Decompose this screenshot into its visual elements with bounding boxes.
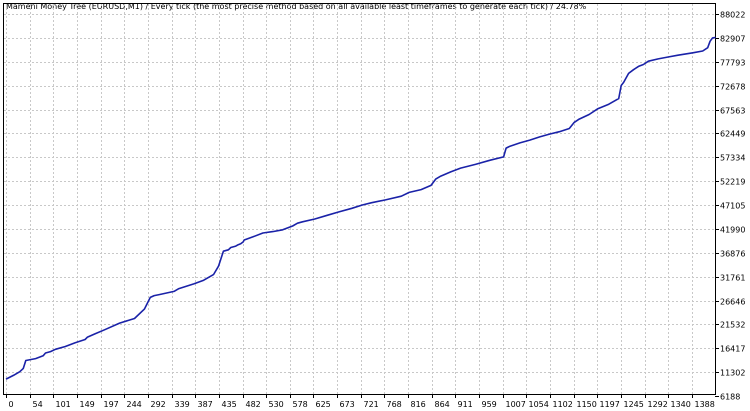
x-tick-label: 864 [435, 400, 450, 409]
y-tick-label: 11302 [720, 369, 745, 378]
x-tick-label: 959 [482, 400, 497, 409]
x-tick-label: 292 [151, 400, 166, 409]
x-tick-label: 1054 [529, 400, 549, 409]
y-tick-label: 41990 [720, 226, 745, 235]
grid-lines [4, 4, 715, 394]
x-tick-label: 435 [222, 400, 237, 409]
y-tick-label: 36876 [720, 250, 745, 259]
x-tick-label: 911 [458, 400, 473, 409]
y-tick-label: 47105 [720, 202, 745, 211]
x-tick-label: 339 [175, 400, 190, 409]
x-tick-label: 244 [127, 400, 142, 409]
x-tick-label: 625 [316, 400, 331, 409]
y-tick-label: 16417 [720, 345, 745, 354]
y-tick-label: 77793 [720, 59, 745, 68]
y-tick-label: 67563 [720, 107, 745, 116]
y-tick-label: 21532 [720, 321, 745, 330]
y-tick-label: 82907 [720, 35, 745, 44]
x-tick-label: 1245 [624, 400, 644, 409]
x-tick-label: 1197 [600, 400, 620, 409]
plot-frame [3, 3, 716, 395]
x-tick-label: 387 [198, 400, 213, 409]
x-tick-label: 530 [269, 400, 284, 409]
y-tick-label: 62449 [720, 130, 745, 139]
x-tick-label: 768 [387, 400, 402, 409]
x-tick-label: 1388 [695, 400, 715, 409]
y-tick-label: 57334 [720, 154, 745, 163]
x-tick-label: 673 [340, 400, 355, 409]
x-tick-label: 721 [364, 400, 379, 409]
x-tick-label: 197 [104, 400, 119, 409]
x-tick-label: 816 [411, 400, 426, 409]
x-tick-label: 578 [293, 400, 308, 409]
balance-line [5, 36, 716, 380]
y-tick-label: 26646 [720, 298, 745, 307]
y-axis: 88022 82907 77793 72678 67563 62449 57334 52219… [715, 11, 745, 402]
y-tick-label: 52219 [720, 178, 745, 187]
x-tick-label: 54 [33, 400, 43, 409]
x-axis: 0 54 101 149 197 244 292 339 387 435 482 530 578 625 6… [6, 394, 715, 409]
y-tick-label: 31761 [720, 274, 745, 283]
y-tick-label: 72678 [720, 83, 745, 92]
x-tick-label: 149 [80, 400, 95, 409]
x-tick-label: 101 [56, 400, 71, 409]
x-tick-label: 1102 [553, 400, 573, 409]
x-tick-label: 1150 [577, 400, 597, 409]
x-tick-label: 1340 [671, 400, 691, 409]
x-tick-label: 482 [246, 400, 261, 409]
y-tick-label: 88022 [720, 11, 745, 20]
x-tick-label: 1007 [506, 400, 526, 409]
x-tick-label: 0 [9, 400, 14, 409]
x-tick-label: 1292 [648, 400, 668, 409]
chart-title: Mameni Money Tree (EURUSD,M1) / Every ti… [6, 2, 587, 11]
y-tick-label: 6188 [720, 393, 740, 402]
